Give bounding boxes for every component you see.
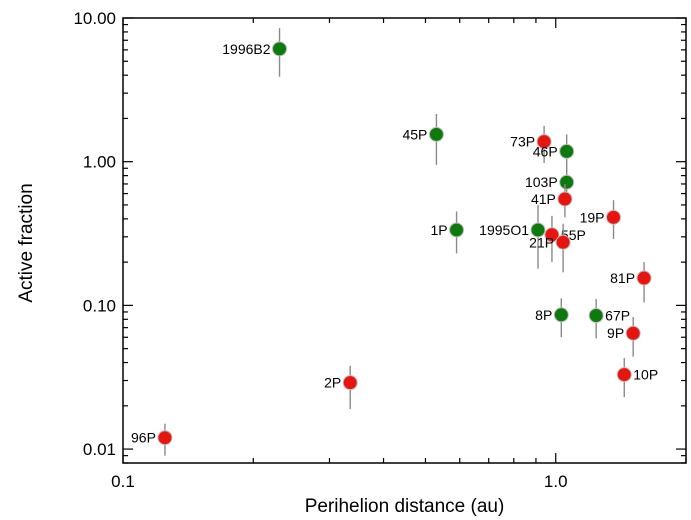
data-point: 96P xyxy=(131,423,173,456)
data-point: 21P xyxy=(529,223,571,273)
point-label: 67P xyxy=(605,308,630,324)
point-marker xyxy=(428,126,444,142)
point-marker xyxy=(559,143,575,159)
point-label: 46P xyxy=(533,143,558,159)
y-tick-label: 0.10 xyxy=(83,296,116,315)
point-label: 45P xyxy=(402,126,427,142)
point-label: 2P xyxy=(324,375,341,391)
point-marker xyxy=(530,222,546,238)
axis-ticks: 0.1 1.0 0.01 0.10 1.00 10.00 xyxy=(73,9,687,491)
data-point: 19P xyxy=(580,200,622,239)
point-label: 9P xyxy=(607,325,624,341)
data-point: 45P xyxy=(402,113,444,165)
data-point: 10P xyxy=(616,358,658,398)
plot-frame xyxy=(122,17,687,464)
point-label: 1P xyxy=(430,222,447,238)
point-label: 73P xyxy=(510,134,535,150)
point-label: 1995O1 xyxy=(479,222,529,238)
point-label: 21P xyxy=(529,234,554,250)
data-point: 1P xyxy=(430,211,465,254)
point-marker xyxy=(636,270,652,286)
x-tick-label: 0.1 xyxy=(111,472,135,491)
x-tick-label: 1.0 xyxy=(544,472,568,491)
point-label: 41P xyxy=(531,191,556,207)
point-label: 81P xyxy=(610,270,635,286)
point-label: 96P xyxy=(131,430,156,446)
data-point: 73P xyxy=(510,125,552,163)
point-marker xyxy=(553,307,569,323)
point-marker xyxy=(625,325,641,341)
data-point: 46P xyxy=(533,134,575,172)
data-point: 2P xyxy=(324,365,358,410)
data-point: 8P xyxy=(535,298,569,338)
data-point: 67P xyxy=(588,298,630,339)
point-marker xyxy=(559,174,575,190)
y-tick-label: 10.00 xyxy=(73,9,116,28)
data-point: 9P xyxy=(607,317,641,357)
point-marker xyxy=(342,375,358,391)
point-marker xyxy=(449,222,465,238)
x-axis-title: Perihelion distance (au) xyxy=(305,496,505,517)
data-point: 41P xyxy=(531,183,573,218)
point-label: 103P xyxy=(525,174,558,190)
point-marker xyxy=(588,308,604,324)
data-point: 1996B2 xyxy=(222,28,288,77)
point-marker xyxy=(557,191,573,207)
point-marker xyxy=(555,234,571,250)
point-label: 8P xyxy=(535,307,552,323)
point-marker xyxy=(544,227,560,243)
point-marker xyxy=(616,367,632,383)
y-tick-label: 0.01 xyxy=(83,440,116,459)
point-label: 19P xyxy=(580,209,605,225)
point-marker xyxy=(157,430,173,446)
point-label: 1996B2 xyxy=(222,41,270,57)
y-axis-title: Active fraction xyxy=(16,183,37,302)
y-tick-label: 1.00 xyxy=(83,153,116,172)
point-marker xyxy=(272,41,288,57)
point-marker xyxy=(606,209,622,225)
point-label: 10P xyxy=(633,367,658,383)
data-point: 81P xyxy=(610,262,652,303)
data-point: 1995O1 xyxy=(479,204,546,269)
point-marker xyxy=(536,134,552,150)
